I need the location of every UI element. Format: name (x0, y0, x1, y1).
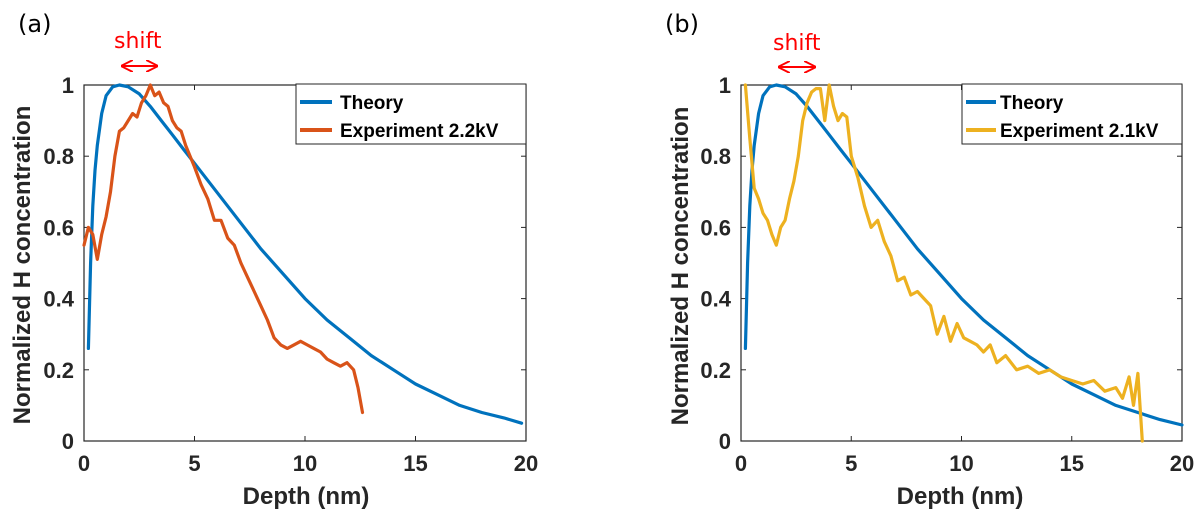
panel-a-x-tick-label: 15 (403, 451, 427, 476)
panel-a-x-tick-label: 0 (78, 451, 90, 476)
panel-a-y-tick-label: 0.6 (43, 215, 74, 240)
panel-b-x-tick-label: 20 (1170, 451, 1194, 476)
panel-b-shift-annotation: shift (773, 31, 821, 56)
panel-b-y-tick-label: 0.4 (700, 287, 731, 312)
chart-panel-a: (a) shift 0 5 10 15 20 0 0.2 0.4 0.6 0.8 1 Depth (… (9, 10, 538, 510)
panel-b-y-axis-label: Normalized H concentration (667, 107, 694, 426)
panel-a-x-axis-label: Depth (nm) (243, 483, 370, 510)
panel-b-legend-experiment: Experiment 2.1kV (1000, 121, 1159, 142)
panel-a-y-tick-label: 0 (62, 429, 74, 454)
panel-b-series-experiment-line (743, 83, 1144, 443)
panel-a-y-tick-label: 1 (62, 73, 74, 98)
panel-b-label: (b) (665, 10, 699, 38)
panel-a-series-experiment-line (82, 83, 365, 415)
panel-a-x-tick-label: 10 (293, 451, 317, 476)
panel-b-x-tick-label: 15 (1060, 451, 1084, 476)
panel-a-x-tick-label: 5 (188, 451, 200, 476)
panel-a-plot: 0 5 10 15 20 0 0.2 0.4 0.6 0.8 1 (43, 73, 538, 476)
panel-b-y-tick-label: 0.2 (700, 358, 731, 383)
panel-b-legend: Theory Experiment 2.1kV (961, 83, 1183, 145)
panel-b-plot: 0 5 10 15 20 0 0.2 0.4 0.6 0.8 1 (700, 73, 1194, 476)
chart-panel-b: (b) shift 0 5 10 15 20 0 0.2 0.4 0.6 0.8 1 Depth (… (665, 10, 1194, 510)
panel-b-series-theory-line (743, 83, 1184, 427)
panel-a-y-axis-label: Normalized H concentration (9, 106, 36, 425)
panel-a-legend: Theory Experiment 2.2kV (295, 83, 527, 145)
panel-a-y-tick-label: 0.4 (43, 287, 74, 312)
panel-a-legend-theory: Theory (340, 93, 404, 114)
panel-b-x-tick-label: 0 (735, 451, 747, 476)
panel-b-y-tick-label: 0.6 (700, 215, 731, 240)
panel-b-y-tick-label: 0 (719, 429, 731, 454)
panel-a-y-tick-label: 0.8 (43, 144, 74, 169)
panel-a-shift-annotation: shift (114, 29, 162, 54)
panel-b-x-axis-label: Depth (nm) (897, 483, 1024, 510)
panel-b-x-tick-label: 5 (845, 451, 857, 476)
panel-b-legend-theory: Theory (1000, 93, 1064, 114)
panel-a-y-tick-label: 0.2 (43, 358, 74, 383)
panel-b-x-tick-label: 10 (949, 451, 973, 476)
panel-b-legend-box (961, 83, 1183, 145)
panel-a-legend-box (295, 83, 527, 145)
panel-a-legend-experiment: Experiment 2.2kV (340, 121, 499, 142)
panel-a-x-tick-label: 20 (514, 451, 538, 476)
panel-b-y-tick-label: 0.8 (700, 144, 731, 169)
panel-a-label: (a) (18, 10, 51, 38)
panel-b-y-tick-label: 1 (719, 73, 731, 98)
